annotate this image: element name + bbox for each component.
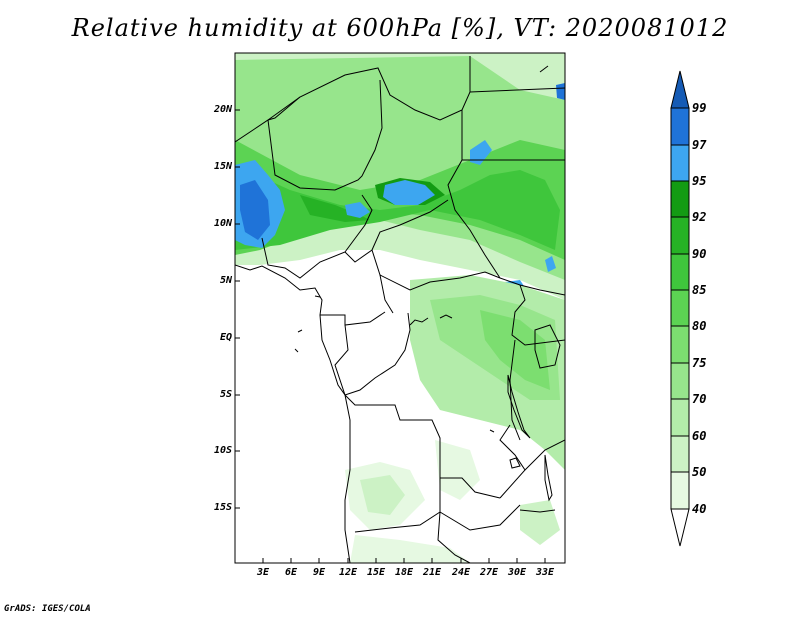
lat-label: 5N (219, 275, 232, 286)
colorbar-label: 40 (692, 502, 707, 516)
colorbar-label: 50 (692, 465, 707, 479)
lon-label: 21E (422, 567, 442, 578)
lon-label: 18E (394, 567, 414, 578)
map-frame (234, 52, 566, 564)
lon-label: 6E (284, 567, 298, 578)
colorbar-segment (670, 471, 690, 510)
lat-label: 15N (213, 161, 232, 172)
colorbar-label: 90 (692, 247, 707, 261)
colorbar-segment (670, 435, 690, 473)
lon-label: 33E (535, 567, 555, 578)
colorbar-label: 70 (692, 392, 707, 406)
lon-ticks (262, 558, 546, 563)
colorbar-label: 75 (692, 356, 707, 370)
credit-label: GrADS: IGES/COLA (4, 604, 91, 614)
lon-label: 12E (338, 567, 358, 578)
lon-label: 24E (451, 567, 471, 578)
colorbar (670, 70, 690, 547)
colorbar-label: 60 (692, 429, 707, 443)
country-borders (235, 56, 565, 563)
colorbar-cap-top (670, 70, 690, 109)
colorbar-label: 80 (692, 319, 707, 333)
colorbar-segment (670, 144, 690, 182)
lon-label: 9E (312, 567, 326, 578)
lon-label: 3E (256, 567, 270, 578)
colorbar-label: 99 (692, 101, 707, 115)
lat-label: 10N (213, 218, 232, 229)
lon-label: 27E (479, 567, 499, 578)
lat-ticks (235, 109, 240, 509)
lat-label: 20N (213, 104, 232, 115)
colorbar-segment (670, 289, 690, 327)
colorbar-segment (670, 325, 690, 364)
colorbar-label: 97 (692, 138, 707, 152)
lat-label: 5S (219, 389, 232, 400)
lat-label: EQ (219, 332, 232, 343)
lon-label: 30E (507, 567, 527, 578)
colorbar-label: 85 (692, 283, 707, 297)
colorbar-segment (670, 253, 690, 291)
map-title: Relative humidity at 600hPa [%], VT: 202… (71, 14, 729, 42)
colorbar-segment (670, 180, 690, 218)
lat-label: 15S (213, 502, 232, 513)
colorbar-label: 95 (692, 174, 707, 188)
colorbar-segment (670, 107, 690, 146)
lat-label: 10S (213, 445, 232, 456)
humidity-field (235, 53, 565, 563)
colorbar-label: 92 (692, 210, 707, 224)
colorbar-segment (670, 216, 690, 255)
colorbar-segment (670, 362, 690, 400)
colorbar-segment (670, 398, 690, 437)
lon-label: 15E (366, 567, 386, 578)
colorbar-cap-bottom (670, 508, 690, 547)
